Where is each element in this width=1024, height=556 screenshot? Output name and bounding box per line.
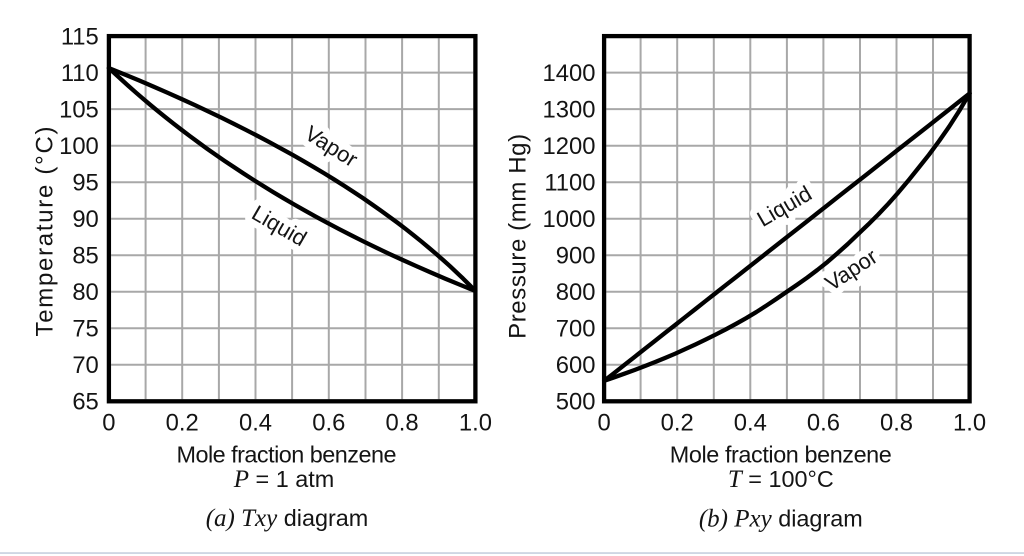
svg-text:75: 75 bbox=[72, 316, 98, 343]
svg-text:95: 95 bbox=[72, 170, 98, 197]
svg-text:70: 70 bbox=[72, 352, 98, 379]
svg-text:Pressure (mm Hg): Pressure (mm Hg) bbox=[504, 134, 531, 339]
svg-text:(b) Pxy diagram: (b) Pxy diagram bbox=[699, 506, 863, 533]
svg-text:115: 115 bbox=[61, 23, 99, 50]
svg-text:65: 65 bbox=[72, 389, 98, 416]
svg-text:1100: 1100 bbox=[544, 170, 595, 197]
svg-text:0.2: 0.2 bbox=[166, 409, 199, 436]
svg-text:105: 105 bbox=[59, 96, 99, 123]
svg-text:0.8: 0.8 bbox=[880, 409, 913, 436]
svg-text:0.6: 0.6 bbox=[807, 409, 840, 436]
svg-text:110: 110 bbox=[61, 60, 99, 87]
svg-text:100: 100 bbox=[59, 133, 99, 160]
svg-text:0.4: 0.4 bbox=[734, 409, 767, 436]
svg-text:0: 0 bbox=[597, 409, 610, 436]
svg-text:0.6: 0.6 bbox=[312, 409, 345, 436]
svg-text:T = 100°C: T = 100°C bbox=[728, 466, 834, 493]
svg-text:0: 0 bbox=[102, 409, 115, 436]
svg-text:0.4: 0.4 bbox=[239, 409, 272, 436]
svg-text:900: 900 bbox=[556, 243, 596, 270]
svg-text:1200: 1200 bbox=[543, 133, 596, 160]
svg-text:600: 600 bbox=[556, 352, 596, 379]
svg-text:1.0: 1.0 bbox=[459, 409, 492, 436]
svg-text:500: 500 bbox=[556, 389, 596, 416]
svg-text:Mole fraction benzene: Mole fraction benzene bbox=[670, 441, 892, 467]
svg-text:85: 85 bbox=[72, 243, 98, 270]
svg-text:Temperature (°C): Temperature (°C) bbox=[31, 127, 58, 337]
svg-text:0.2: 0.2 bbox=[661, 409, 694, 436]
svg-text:1400: 1400 bbox=[543, 60, 596, 87]
svg-text:700: 700 bbox=[556, 316, 596, 343]
svg-text:0.8: 0.8 bbox=[386, 409, 419, 436]
svg-text:(a) Txy diagram: (a) Txy diagram bbox=[206, 505, 369, 532]
svg-text:80: 80 bbox=[72, 279, 98, 306]
svg-text:1.0: 1.0 bbox=[953, 409, 986, 436]
svg-text:1000: 1000 bbox=[543, 206, 596, 233]
svg-text:90: 90 bbox=[72, 206, 98, 233]
svg-text:Mole fraction benzene: Mole fraction benzene bbox=[177, 441, 397, 467]
svg-text:P = 1 atm: P = 1 atm bbox=[233, 466, 334, 493]
svg-text:800: 800 bbox=[556, 279, 596, 306]
svg-text:1300: 1300 bbox=[543, 96, 596, 123]
